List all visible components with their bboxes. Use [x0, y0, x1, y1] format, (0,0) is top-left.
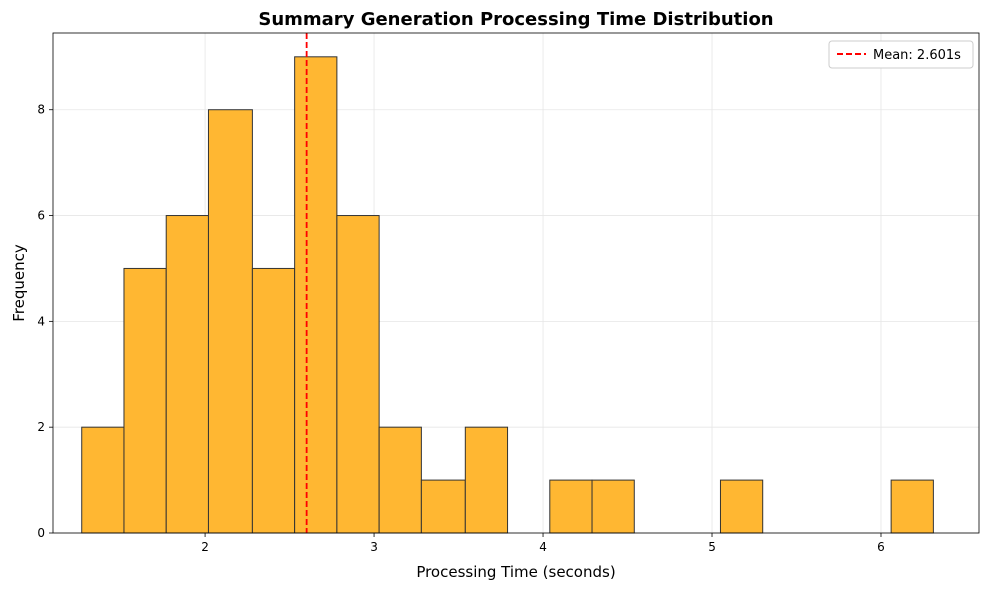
histogram-bar	[591, 479, 635, 534]
histogram-bar	[336, 215, 380, 534]
y-tick-label: 0	[37, 526, 45, 540]
axis-ticks: 2 3 4 5 6 0 2 4 6 8	[37, 103, 884, 554]
y-axis-label: Frequency	[10, 244, 28, 322]
plot-frame	[52, 32, 980, 534]
x-tick-label: 4	[539, 540, 547, 554]
histogram-bar	[549, 479, 593, 534]
histogram-bar	[890, 479, 934, 534]
y-tick-label: 2	[37, 420, 45, 434]
histogram-bar	[294, 56, 338, 534]
legend: Mean: 2.601s	[828, 40, 974, 69]
histogram-bar	[378, 426, 422, 534]
histogram-bar	[123, 267, 167, 534]
chart-title: Summary Generation Processing Time Distr…	[258, 9, 773, 30]
histogram-bar	[464, 426, 509, 534]
y-tick-label: 4	[37, 314, 45, 328]
histogram-bar	[251, 267, 296, 534]
histogram-bar	[81, 426, 125, 534]
histogram-bar	[165, 215, 209, 534]
x-axis-label: Processing Time (seconds)	[416, 563, 615, 581]
y-tick-label: 6	[37, 209, 45, 223]
legend-mean-label: Mean: 2.601s	[873, 48, 961, 63]
y-tick-label: 8	[37, 103, 45, 117]
x-tick-label: 3	[370, 540, 378, 554]
histogram-bar	[420, 479, 466, 534]
x-tick-label: 5	[708, 540, 716, 554]
histogram-bar	[207, 109, 253, 534]
x-tick-label: 2	[201, 540, 209, 554]
x-tick-label: 6	[877, 540, 885, 554]
legend-box	[828, 40, 974, 69]
histogram-bar	[719, 479, 764, 534]
histogram-bars	[81, 56, 934, 534]
